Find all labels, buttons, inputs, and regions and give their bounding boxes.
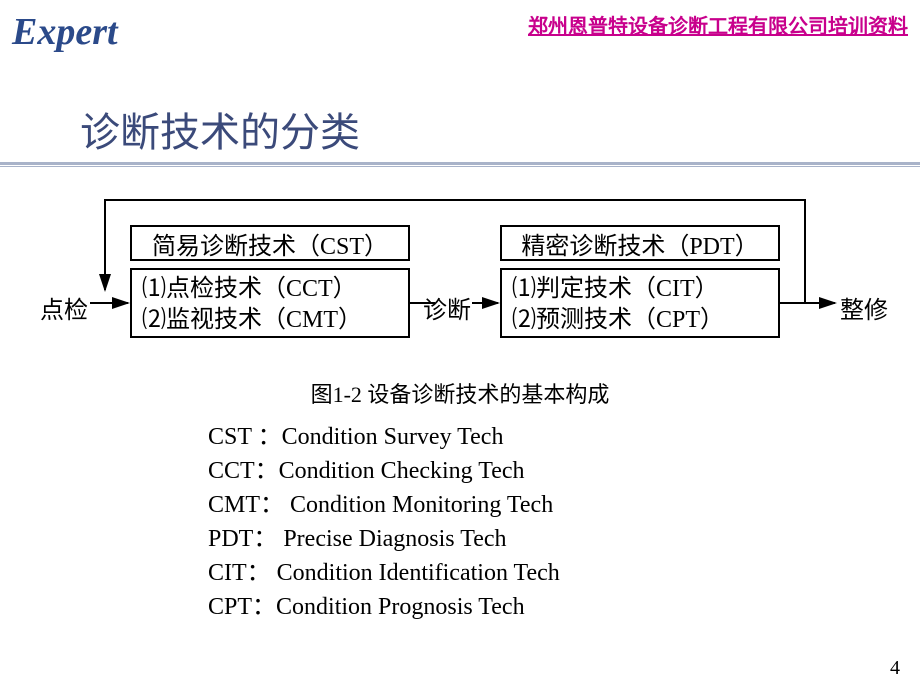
glossary-item: PDT： Precise Diagnosis Tech (208, 522, 560, 556)
diagram-caption: 图1-2 设备诊断技术的基本构成 (0, 377, 920, 409)
box-pdt-body: ⑴判定技术（CIT） ⑵预测技术（CPT） (500, 268, 780, 338)
box-cst-title-text: 简易诊断技术（CST） (152, 226, 388, 261)
glossary-item: CIT： Condition Identification Tech (208, 556, 560, 590)
label-diagnose: 诊断 (423, 290, 471, 325)
box-pdt-line1: ⑴判定技术（CIT） (512, 274, 768, 305)
box-pdt-title: 精密诊断技术（PDT） (500, 225, 780, 261)
box-cst-line2: ⑵监视技术（CMT） (142, 305, 398, 336)
glossary-item: CPT：Condition Prognosis Tech (208, 590, 560, 624)
box-cst-line1: ⑴点检技术（CCT） (142, 274, 398, 305)
glossary-list: CST ：Condition Survey Tech CCT：Condition… (208, 420, 560, 624)
box-cst-body: ⑴点检技术（CCT） ⑵监视技术（CMT） (130, 268, 410, 338)
page-number: 4 (890, 657, 900, 680)
diagram-container: 简易诊断技术（CST） ⑴点检技术（CCT） ⑵监视技术（CMT） 精密诊断技术… (40, 190, 880, 360)
box-pdt-line2: ⑵预测技术（CPT） (512, 305, 768, 336)
label-inspect: 点检 (40, 290, 88, 325)
label-repair: 整修 (840, 290, 888, 325)
logo: Expert (12, 10, 118, 54)
title-underline (0, 162, 920, 168)
glossary-item: CCT：Condition Checking Tech (208, 454, 560, 488)
box-cst-title: 简易诊断技术（CST） (130, 225, 410, 261)
page-title: 诊断技术的分类 (80, 100, 360, 158)
glossary-item: CMT： Condition Monitoring Tech (208, 488, 560, 522)
box-pdt-title-text: 精密诊断技术（PDT） (521, 226, 758, 261)
glossary-item: CST ：Condition Survey Tech (208, 420, 560, 454)
header-company: 郑州恩普特设备诊断工程有限公司培训资料 (528, 10, 908, 39)
